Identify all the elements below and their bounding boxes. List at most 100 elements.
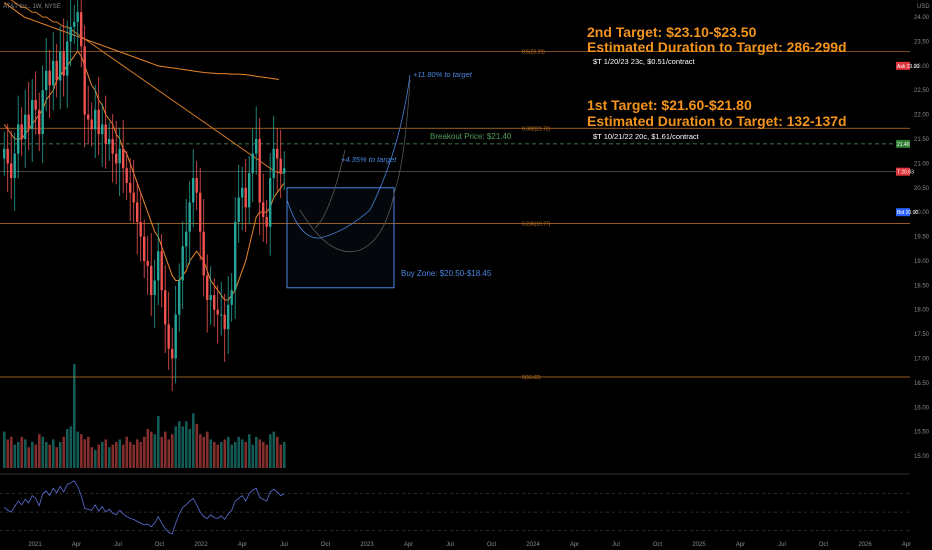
- y-tick-label-9: 19.50: [914, 235, 930, 241]
- volume-bar-36: [129, 442, 132, 468]
- x-tick-label-21: Apr: [902, 542, 911, 548]
- candle-body-26: [94, 109, 97, 130]
- candle-body-11: [41, 90, 44, 135]
- volume-bar-59: [209, 439, 213, 468]
- x-tick-label-10: Jul: [446, 542, 454, 548]
- candle-body-23: [83, 46, 86, 115]
- candle-body-61: [216, 309, 219, 315]
- volume-bar-38: [136, 439, 139, 468]
- candle-body-17: [62, 51, 65, 76]
- candle-body-53: [188, 202, 191, 232]
- y-tick-label-10: 19.00: [914, 259, 930, 265]
- volume-bar-56: [199, 434, 202, 468]
- volume-bar-16: [59, 442, 62, 468]
- candle-body-60: [213, 295, 216, 310]
- candle-body-34: [122, 148, 125, 169]
- buy-zone-box[interactable]: [286, 187, 395, 289]
- candle-body-27: [97, 109, 100, 135]
- volume-bar-76: [269, 434, 272, 468]
- candle-body-0: [3, 148, 6, 159]
- candle-body-64: [227, 304, 230, 330]
- volume-bar-57: [202, 436, 206, 468]
- candle-body-2: [10, 163, 13, 179]
- volume-bar-19: [69, 426, 73, 468]
- x-tick-label-6: Jul: [280, 542, 288, 548]
- volume-bar-15: [55, 447, 59, 468]
- volume-bar-63: [223, 439, 227, 468]
- ma-fast-line: [3, 50, 285, 301]
- candle-body-66: [234, 221, 237, 291]
- x-tick-label-20: 2026: [858, 542, 872, 548]
- projection-path-target-1: [314, 149, 346, 229]
- volume-bar-17: [62, 436, 66, 468]
- candle-body-3: [13, 153, 16, 179]
- candle-body-24: [87, 114, 90, 120]
- volume-bar-43: [153, 434, 157, 468]
- ma-slow-line: [10, 0, 285, 174]
- volume-bar-55: [195, 423, 199, 468]
- volume-bar-46: [164, 431, 167, 468]
- volume-bar-61: [216, 444, 220, 468]
- candle-body-38: [136, 202, 139, 222]
- y-tick-label-16: 16.00: [914, 405, 930, 411]
- volume-bar-23: [83, 439, 87, 468]
- x-tick-label-12: 2024: [526, 542, 540, 548]
- y-tick-label-6: 21.00: [914, 161, 930, 167]
- volume-bar-48: [171, 434, 174, 468]
- volume-bar-4: [17, 442, 20, 468]
- volume-bar-6: [24, 439, 27, 468]
- candle-body-21: [76, 12, 79, 22]
- volume-bar-78: [276, 436, 279, 468]
- candle-body-16: [59, 51, 62, 81]
- volume-bar-14: [52, 439, 55, 468]
- volume-bar-58: [206, 431, 209, 468]
- volume-bar-64: [227, 436, 230, 468]
- projection-path-target-2: [286, 74, 411, 239]
- candle-body-72: [255, 139, 258, 154]
- candle-body-77: [272, 148, 275, 179]
- candle-body-22: [80, 12, 83, 47]
- candle-body-8: [31, 99, 34, 130]
- volume-bar-1: [6, 439, 10, 468]
- volume-bar-11: [41, 436, 45, 468]
- candle-body-19: [69, 26, 72, 42]
- x-tick-label-13: Apr: [570, 542, 579, 548]
- candle-body-29: [104, 124, 107, 144]
- volume-bar-21: [76, 431, 80, 468]
- candle-body-50: [178, 280, 181, 315]
- volume-bar-50: [178, 421, 181, 468]
- candle-body-69: [244, 187, 247, 208]
- volume-bar-33: [118, 439, 122, 468]
- target1-title: 1st Target: $21.60-$21.80: [587, 97, 752, 113]
- candle-body-49: [174, 314, 177, 359]
- volume-bar-40: [143, 436, 146, 468]
- volume-bar-74: [262, 442, 265, 468]
- y-tick-label-11: 18.50: [914, 283, 930, 289]
- y-tick-label-13: 17.50: [914, 332, 930, 338]
- candle-body-32: [115, 153, 118, 164]
- candle-body-54: [192, 178, 195, 203]
- x-tick-label-7: Oct: [321, 542, 331, 548]
- y-tick-label-14: 17.00: [914, 357, 930, 363]
- x-tick-label-2: Jul: [114, 542, 122, 548]
- volume-bar-3: [13, 444, 17, 468]
- candle-body-78: [276, 148, 279, 159]
- candle-body-62: [220, 314, 223, 316]
- price-tag-label-0: Ask 23.00: [897, 64, 919, 70]
- candle-body-71: [251, 153, 254, 174]
- volume-bar-53: [188, 429, 192, 468]
- price-axis[interactable]: 24.00 23.50 23.00 22.50 22.00 21.50 21.00 20.50…: [910, 0, 932, 550]
- candle-body-51: [181, 246, 184, 281]
- volume-bar-25: [90, 447, 94, 468]
- target1-option: $T 10/21/22 20c, $1.61/contract: [593, 132, 700, 141]
- candle-body-63: [223, 314, 226, 330]
- volume-bar-30: [108, 447, 111, 468]
- volume-bar-26: [94, 449, 97, 468]
- candle-body-14: [52, 60, 55, 86]
- volume-bar-18: [66, 429, 69, 468]
- x-tick-label-3: Oct: [155, 542, 165, 548]
- candle-body-65: [230, 290, 233, 305]
- price-tag-2: [896, 167, 910, 176]
- time-axis[interactable]: 2021 Apr Jul Oct 2022 Apr Jul Oct 2023 Apr Jul Oct 2…: [28, 542, 911, 548]
